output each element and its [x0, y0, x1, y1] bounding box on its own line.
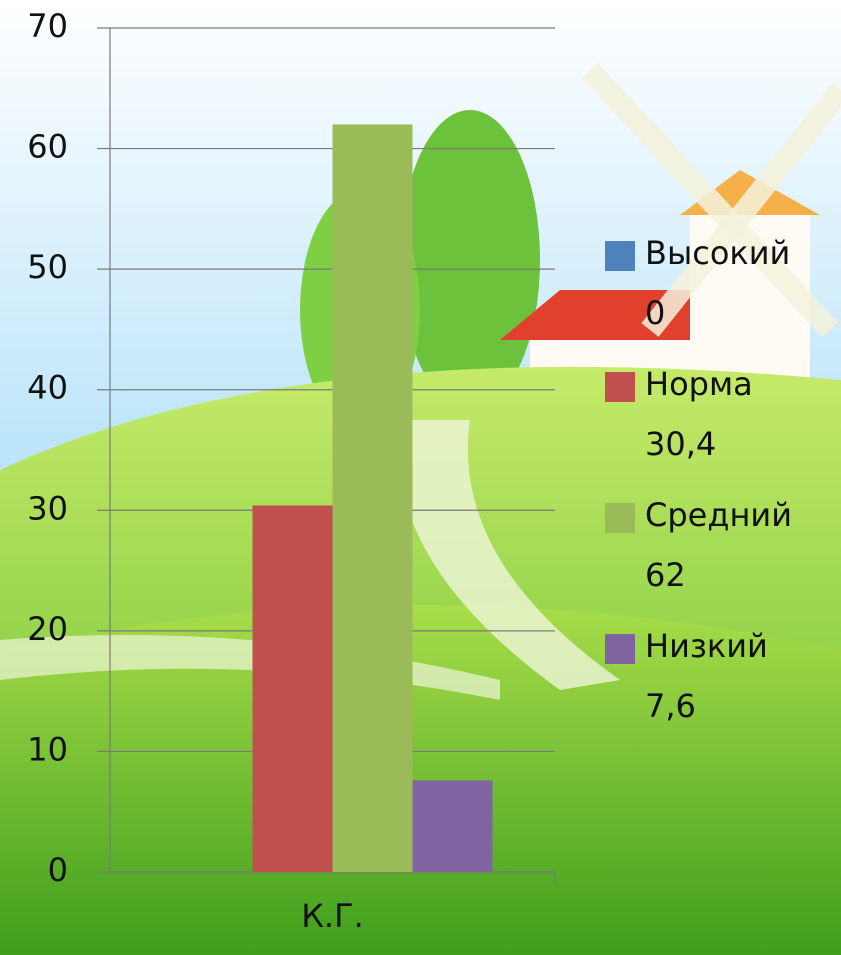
legend-value: 62	[645, 556, 686, 594]
bar	[253, 505, 333, 872]
legend-label: Средний	[645, 496, 792, 534]
legend-swatch	[605, 241, 635, 271]
legend-label: Высокий	[645, 234, 790, 272]
legend-label: Норма	[645, 365, 753, 403]
y-tick-label: 40	[27, 369, 68, 407]
legend-label: Низкий	[645, 627, 768, 665]
legend-value: 0	[645, 294, 665, 332]
x-tick-label: К.Г.	[301, 897, 364, 935]
y-tick-label: 70	[27, 7, 68, 45]
legend-swatch	[605, 503, 635, 533]
y-tick-label: 10	[27, 730, 68, 768]
y-tick-label: 50	[27, 248, 68, 286]
y-tick-label: 20	[27, 610, 68, 648]
bar	[413, 780, 493, 872]
bar	[333, 124, 413, 872]
legend-value: 7,6	[645, 687, 696, 725]
legend-swatch	[605, 634, 635, 664]
y-tick-label: 0	[48, 851, 68, 889]
legend-value: 30,4	[645, 425, 716, 463]
y-tick-label: 60	[27, 128, 68, 166]
legend-swatch	[605, 372, 635, 402]
y-tick-label: 30	[27, 489, 68, 527]
chart: 0 10 20 30 40 50 60 70 К.Г. Высокий 0 Норма 30,4 Сред…	[0, 0, 841, 955]
